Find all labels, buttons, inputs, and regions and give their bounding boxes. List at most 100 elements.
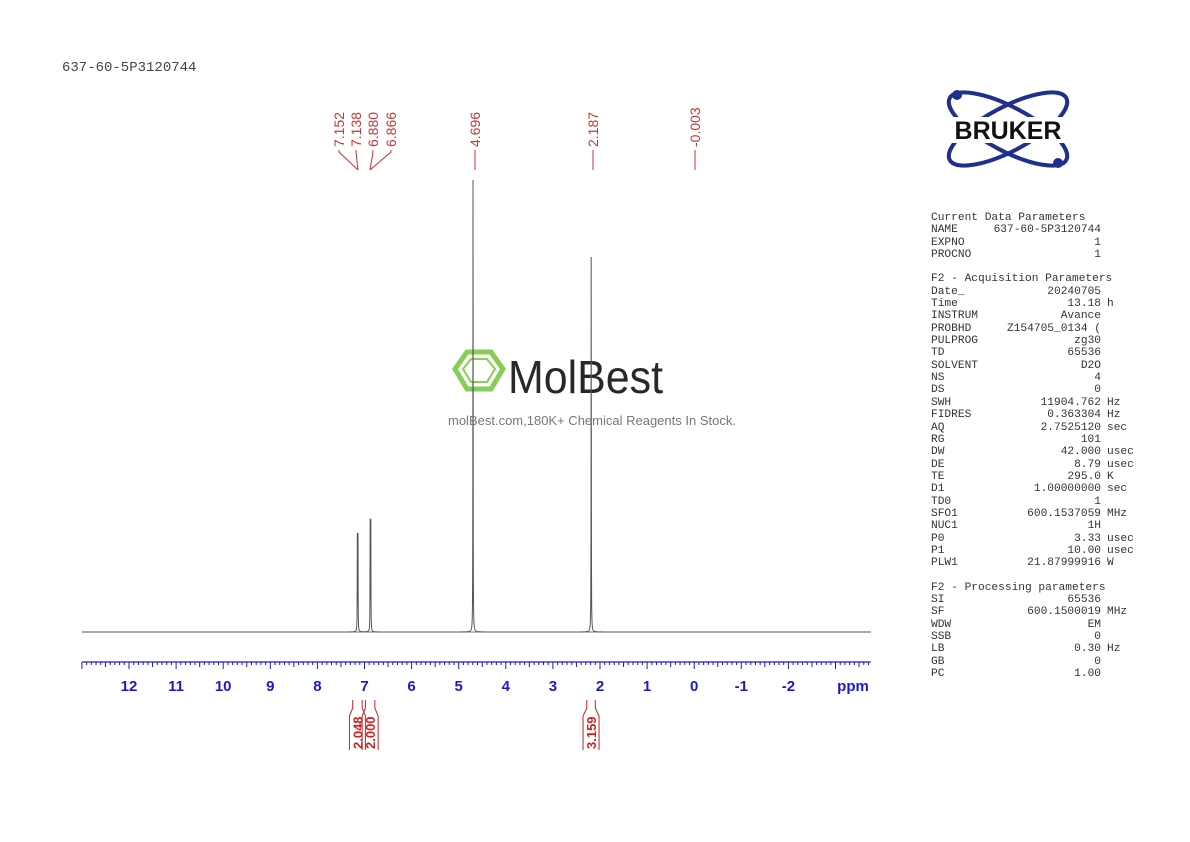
bruker-logo-text: BRUKER <box>955 117 1062 145</box>
parameter-row: TD 65536 <box>931 347 1134 359</box>
parameter-value: 65536 <box>1067 593 1101 606</box>
parameter-value: 1 <box>1094 236 1101 249</box>
parameter-unit <box>1101 656 1107 668</box>
x-tick-label: 1 <box>643 678 651 695</box>
parameter-section-heading: F2 - Acquisition Parameters <box>931 273 1113 286</box>
parameter-value: 8.79 <box>1074 458 1101 471</box>
parameter-row: LB 0.30 Hz <box>931 643 1134 655</box>
molbest-watermark: MolBest <box>452 349 663 403</box>
parameter-value: EM <box>1087 618 1101 631</box>
parameter-row: Time 13.18 h <box>931 298 1134 310</box>
parameter-row: TE 295.0 K <box>931 471 1134 483</box>
parameter-name: P1 <box>931 544 945 557</box>
parameter-unit <box>1101 631 1107 643</box>
peak-label-text: 6.880 <box>365 112 381 147</box>
parameter-value: 0.363304 <box>1047 409 1101 422</box>
parameter-unit <box>1101 249 1107 261</box>
parameter-value: 2.7525120 <box>1040 421 1101 434</box>
peak-label-leader <box>369 150 374 171</box>
parameter-name: SF <box>931 606 945 619</box>
parameter-row: PLW1 21.87999916 W <box>931 557 1134 569</box>
parameter-row: SI 65536 <box>931 594 1134 606</box>
parameter-unit <box>1101 520 1107 532</box>
parameter-unit <box>1101 496 1107 508</box>
parameter-row: NS 4 <box>931 372 1134 384</box>
parameter-row: SFO1 600.1537059 MHz <box>931 508 1134 520</box>
parameter-row: SSB 0 <box>931 631 1134 643</box>
peak-label: 7.152 <box>331 112 359 171</box>
parameter-value: 20240705 <box>1047 285 1101 298</box>
parameter-row: GB 0 <box>931 656 1134 668</box>
parameter-value: 0 <box>1094 631 1101 643</box>
parameter-unit <box>1101 434 1107 446</box>
parameter-name: Time <box>931 298 958 311</box>
parameter-value: 101 <box>1080 433 1101 446</box>
parameter-unit <box>1101 372 1107 384</box>
parameter-name: SSB <box>931 631 952 643</box>
x-tick-label: 10 <box>215 678 232 695</box>
parameter-row: DS 0 <box>931 384 1134 396</box>
parameter-name: DW <box>931 446 945 459</box>
parameter-name: TD <box>931 347 945 360</box>
parameter-name: TD0 <box>931 495 952 508</box>
parameter-unit <box>1101 335 1107 347</box>
x-tick-label: 7 <box>360 678 368 695</box>
x-tick-label: 2 <box>596 678 604 695</box>
peak-label-text: -0.003 <box>687 107 703 147</box>
peak-label: -0.003 <box>687 107 703 170</box>
parameter-name: SWH <box>931 396 952 409</box>
parameter-row: P0 3.33 usec <box>931 533 1134 545</box>
parameter-value: 21.87999916 <box>1027 557 1101 570</box>
parameter-value: 10.00 <box>1067 544 1101 557</box>
parameter-row: INSTRUM Avance <box>931 310 1134 322</box>
parameter-unit: Hz <box>1107 409 1121 422</box>
parameter-name: DE <box>931 458 945 471</box>
parameter-value: 0 <box>1094 655 1101 668</box>
peak-label: 6.880 <box>365 112 381 171</box>
parameter-name: LB <box>931 643 945 656</box>
parameter-row: SF 600.1500019 MHz <box>931 606 1134 618</box>
parameter-unit <box>1101 619 1107 631</box>
integral: 3.159 <box>582 700 600 750</box>
parameter-row: RG 101 <box>931 434 1134 446</box>
parameter-unit <box>1101 237 1107 249</box>
parameter-value: 0.30 <box>1074 643 1101 656</box>
parameter-name: PLW1 <box>931 557 958 570</box>
parameter-unit: usec <box>1107 458 1134 471</box>
integral-value: 2.000 <box>363 716 378 749</box>
parameter-unit <box>1101 323 1107 335</box>
parameter-unit: K <box>1107 470 1114 483</box>
watermark-tagline: molBest.com,180K+ Chemical Reagents In S… <box>448 413 736 428</box>
parameter-value: 0 <box>1094 384 1101 397</box>
parameter-name: PROCNO <box>931 249 972 262</box>
parameter-row: EXPNO 1 <box>931 237 1134 249</box>
parameter-name: AQ <box>931 421 945 434</box>
integral-bracket <box>582 700 600 750</box>
integral: 2.000 <box>361 700 379 750</box>
parameter-row: TD0 1 <box>931 496 1134 508</box>
parameter-row: PROBHD Z154705_0134 ( <box>931 323 1134 335</box>
parameter-name: INSTRUM <box>931 310 978 323</box>
parameter-unit: MHz <box>1107 606 1128 619</box>
parameter-name: NUC1 <box>931 520 958 533</box>
peak-label-text: 7.138 <box>348 112 364 147</box>
parameter-name: SOLVENT <box>931 359 978 372</box>
molbest-brand-text: MolBest <box>508 351 663 403</box>
parameter-name: RG <box>931 433 945 446</box>
x-tick-label: -1 <box>735 678 748 695</box>
parameter-name: SI <box>931 593 945 606</box>
parameter-unit <box>1101 668 1107 680</box>
spectrum-line <box>81 179 871 633</box>
parameter-unit <box>1101 286 1107 298</box>
parameter-value: 11904.762 <box>1040 396 1101 409</box>
parameter-value: 3.33 <box>1074 532 1101 545</box>
parameter-name: EXPNO <box>931 236 965 249</box>
parameter-row: AQ 2.7525120 sec <box>931 422 1134 434</box>
parameter-value: zg30 <box>1074 335 1101 348</box>
parameter-unit: sec <box>1107 483 1128 496</box>
parameter-row: P1 10.00 usec <box>931 545 1134 557</box>
x-axis: 12 11 10 9 8 7 6 5 4 3 2 1 0 -1 -2 ppm <box>81 661 871 695</box>
parameter-unit: usec <box>1107 532 1134 545</box>
peak-label-leader <box>338 150 359 171</box>
